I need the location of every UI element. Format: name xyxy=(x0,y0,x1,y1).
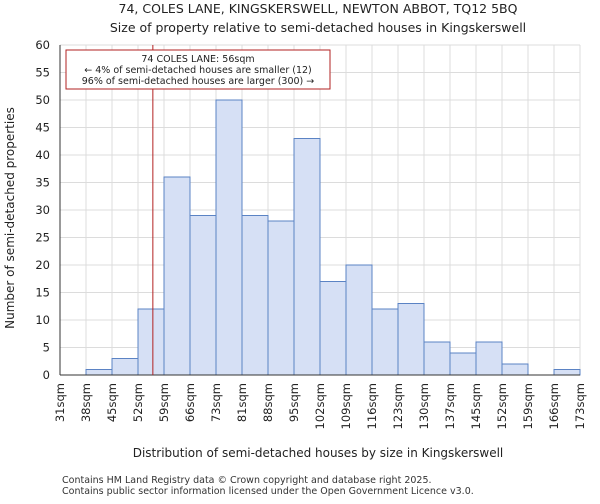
x-tick-label: 159sqm xyxy=(521,383,535,429)
bar-88sqm xyxy=(267,220,295,376)
annotation-line-1: 74 COLES LANE: 56sqm xyxy=(141,54,254,65)
y-tick-label: 0 xyxy=(43,368,50,382)
y-tick-label: 10 xyxy=(35,313,50,327)
x-tick-label: 31sqm xyxy=(53,383,67,422)
y-tick-label: 60 xyxy=(35,38,50,52)
x-tick-label: 73sqm xyxy=(209,383,223,422)
y-tick-label: 25 xyxy=(35,231,50,245)
x-tick-label: 137sqm xyxy=(443,383,457,429)
bar-130sqm xyxy=(423,341,451,376)
bar-145sqm xyxy=(475,341,503,376)
y-tick-label: 55 xyxy=(35,66,50,80)
bar-116sqm xyxy=(371,308,399,376)
x-tick-label: 166sqm xyxy=(547,383,561,429)
x-axis-label: Distribution of semi-detached houses by … xyxy=(133,446,504,460)
bar-137sqm xyxy=(449,352,477,376)
bar-59sqm xyxy=(163,176,191,376)
y-tick-label: 15 xyxy=(35,286,50,300)
bar-123sqm xyxy=(397,303,425,376)
bar-73sqm xyxy=(215,99,243,376)
bar-66sqm xyxy=(189,215,217,376)
axes xyxy=(59,45,580,376)
x-tick-label: 45sqm xyxy=(105,383,119,422)
x-tick-label: 59sqm xyxy=(157,383,171,422)
bar-52sqm xyxy=(137,308,165,376)
x-tick-labels: 31sqm 38sqm 45sqm 52sqm 59sqm 66sqm 73sqm 81sqm… xyxy=(53,383,587,429)
annotation-box: 74 COLES LANE: 56sqm ← 4% of semi-detach… xyxy=(65,49,331,90)
x-tick-label: 88sqm xyxy=(261,383,275,422)
x-tick-label: 66sqm xyxy=(183,383,197,422)
bars xyxy=(85,99,581,376)
bar-95sqm xyxy=(293,138,321,376)
bar-81sqm xyxy=(241,215,269,376)
x-tick-label: 81sqm xyxy=(235,383,249,422)
bar-152sqm xyxy=(501,363,529,376)
x-tick-label: 173sqm xyxy=(573,383,587,429)
chart-subtitle: Size of property relative to semi-detach… xyxy=(110,20,526,35)
x-tick-label: 145sqm xyxy=(469,383,483,429)
x-tick-label: 152sqm xyxy=(495,383,509,429)
y-axis-label: Number of semi-detached properties xyxy=(3,107,17,329)
bar-109sqm xyxy=(345,264,373,376)
bar-166sqm xyxy=(553,369,581,376)
x-tick-label: 109sqm xyxy=(339,383,353,429)
annotation-line-2: ← 4% of semi-detached houses are smaller… xyxy=(84,65,312,76)
y-tick-label: 5 xyxy=(43,341,50,355)
y-tick-label: 50 xyxy=(35,93,50,107)
x-tick-label: 130sqm xyxy=(417,383,431,429)
x-tick-label: 95sqm xyxy=(287,383,301,422)
y-tick-labels: 0 5 10 15 20 25 30 35 40 45 50 55 60 xyxy=(35,38,50,382)
x-tick-label: 123sqm xyxy=(391,383,405,429)
x-tick-label: 116sqm xyxy=(365,383,379,429)
y-tick-label: 40 xyxy=(35,148,50,162)
x-tick-label: 102sqm xyxy=(313,383,327,429)
bar-38sqm xyxy=(85,369,113,376)
chart-title: 74, COLES LANE, KINGSKERSWELL, NEWTON AB… xyxy=(119,1,518,16)
x-tick-label: 52sqm xyxy=(131,383,145,422)
footer-line-2: Contains public sector information licen… xyxy=(62,486,474,497)
y-tick-label: 30 xyxy=(35,203,50,217)
y-tick-label: 35 xyxy=(35,176,50,190)
annotation-line-3: 96% of semi-detached houses are larger (… xyxy=(82,76,315,87)
footer-line-1: Contains HM Land Registry data © Crown c… xyxy=(62,475,432,486)
y-tick-label: 45 xyxy=(35,121,50,135)
bar-102sqm xyxy=(319,281,347,376)
y-tick-label: 20 xyxy=(35,258,50,272)
bar-45sqm xyxy=(111,358,139,376)
x-tick-label: 38sqm xyxy=(79,383,93,422)
annotation-frame xyxy=(65,49,331,90)
